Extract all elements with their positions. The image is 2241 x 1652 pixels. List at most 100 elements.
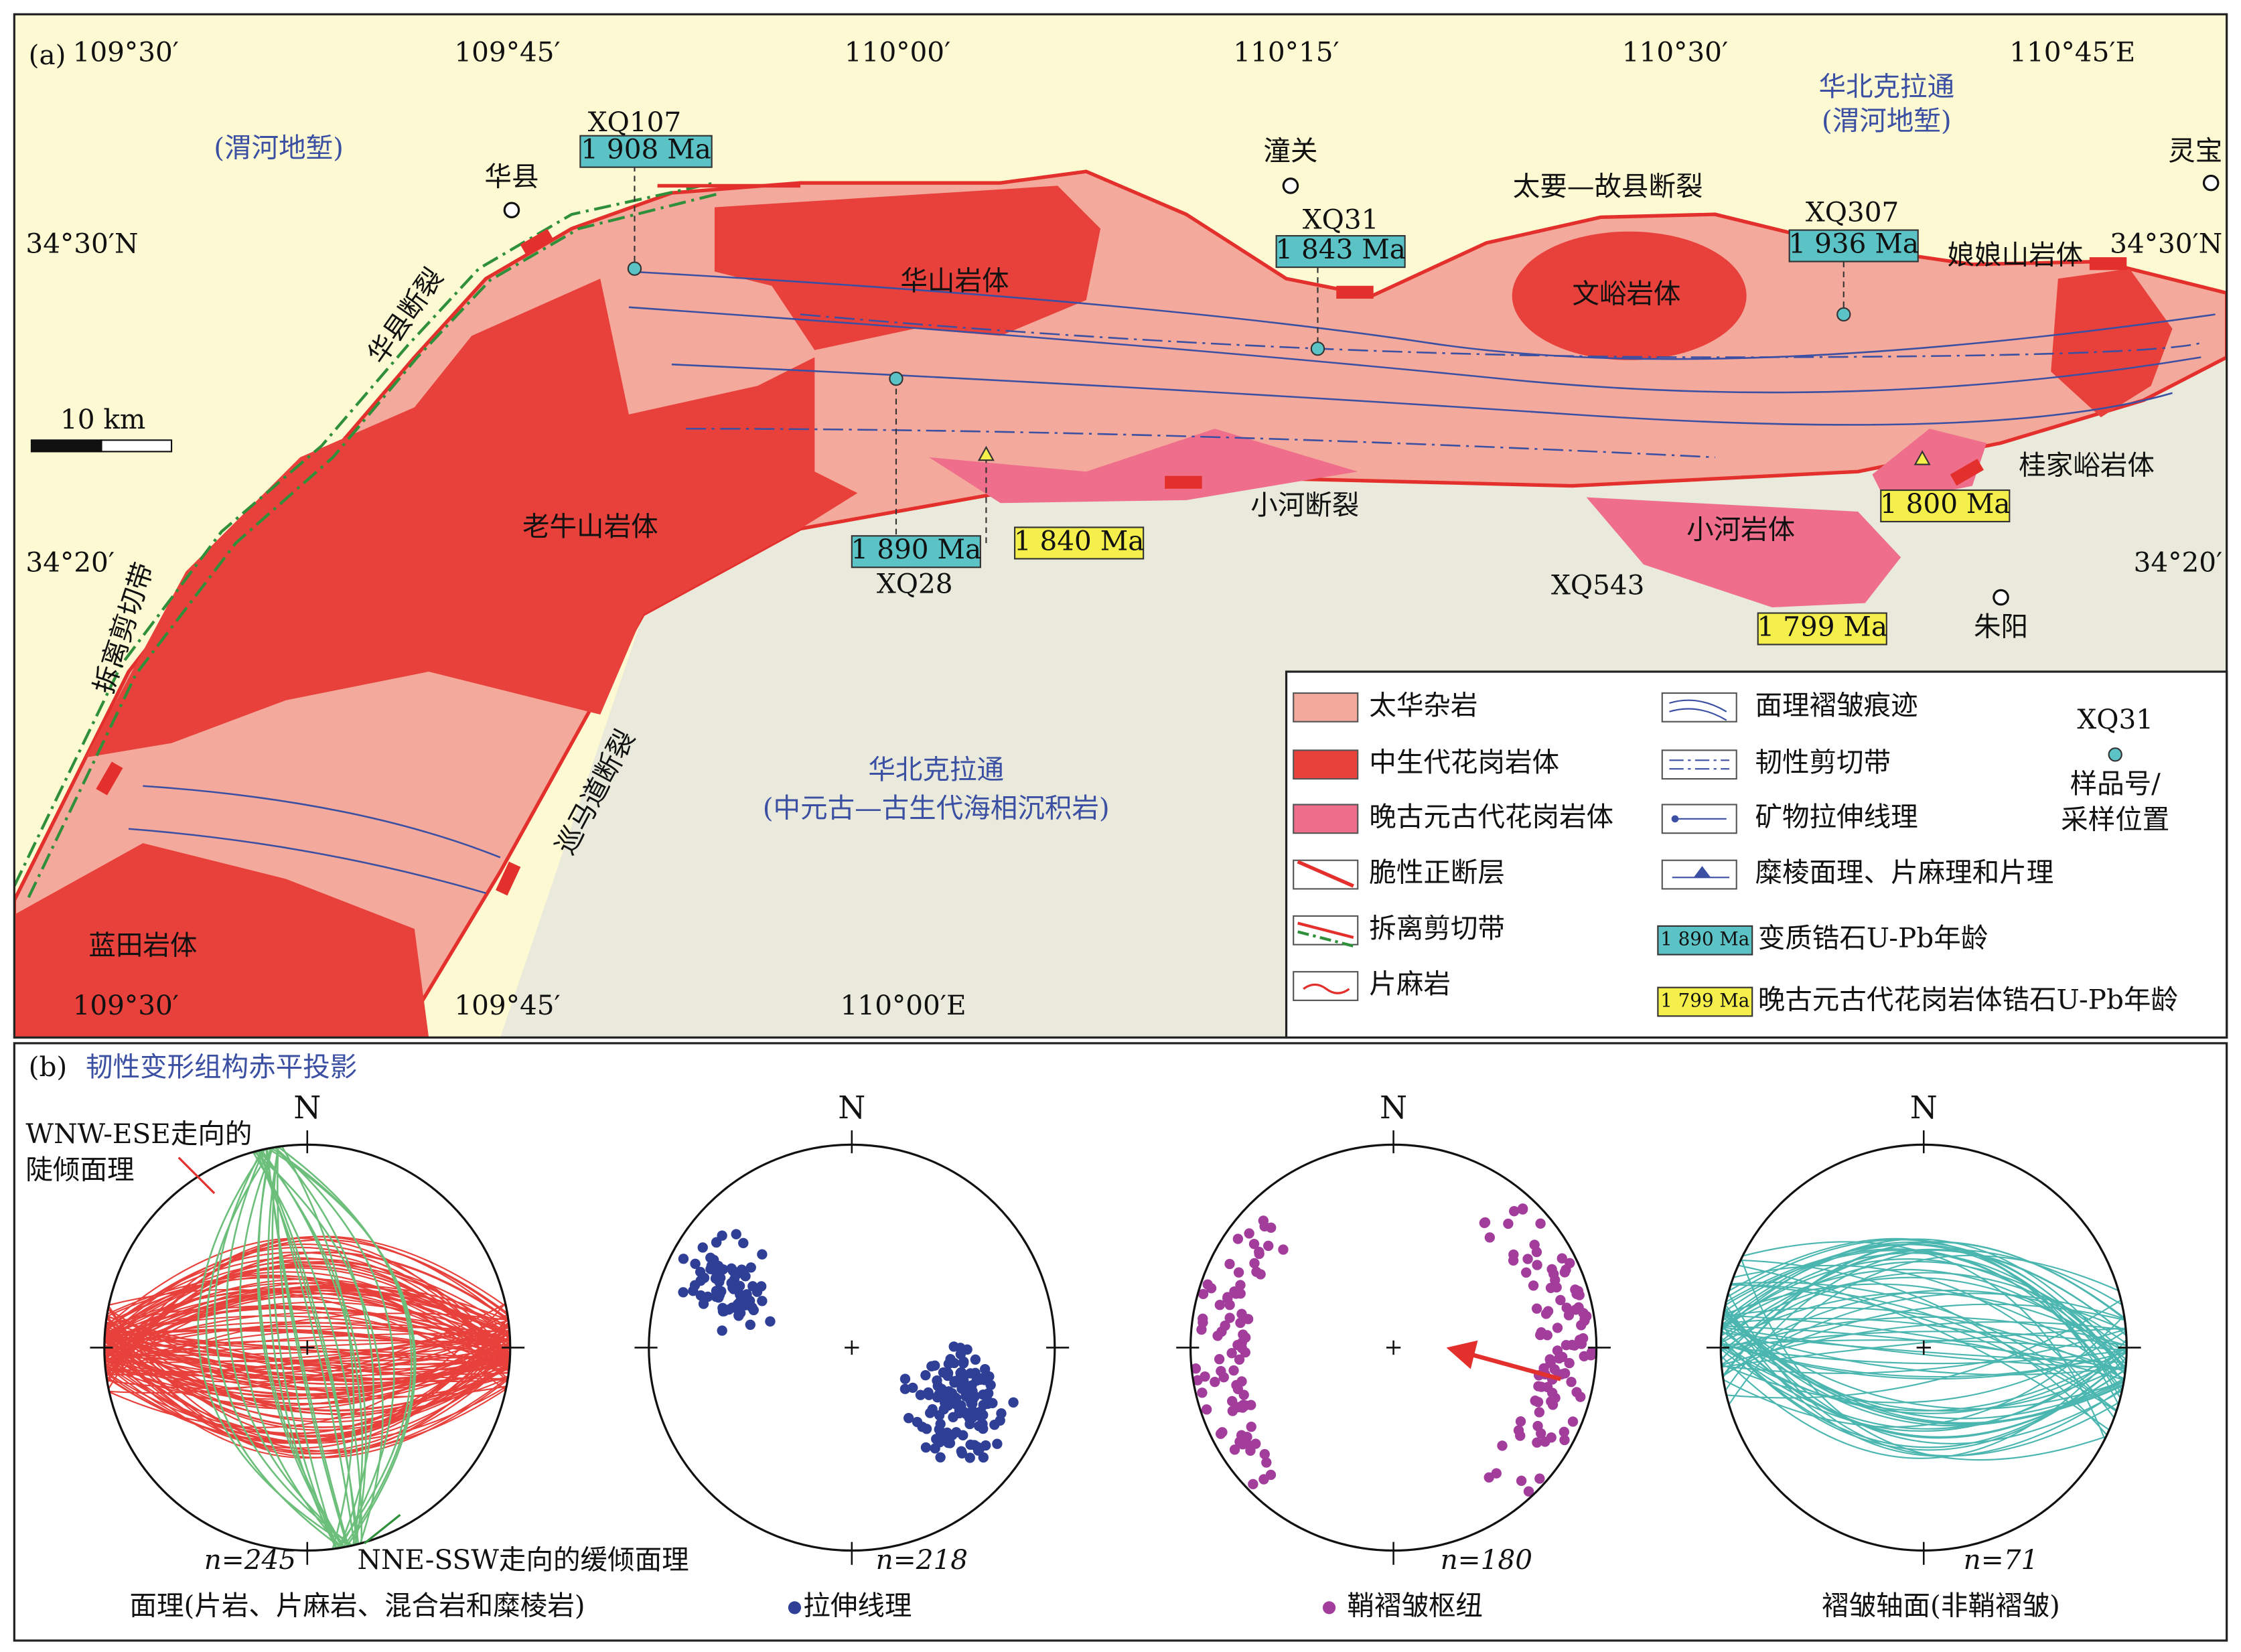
great-circle bbox=[1725, 1304, 2122, 1444]
great-circle bbox=[1721, 1268, 2126, 1368]
great-circle bbox=[1723, 1316, 2125, 1427]
town-label: 华县 bbox=[484, 160, 538, 192]
map-feature bbox=[1282, 177, 1299, 194]
map-feature bbox=[1297, 921, 1354, 940]
net-caption: 拉伸线理 bbox=[803, 1589, 912, 1621]
projected-point bbox=[737, 1268, 749, 1278]
projected-point bbox=[1545, 1357, 1556, 1369]
great-circle bbox=[105, 1325, 510, 1377]
projected-point bbox=[1536, 1327, 1546, 1338]
projected-point bbox=[1201, 1404, 1212, 1415]
projected-point bbox=[757, 1296, 768, 1306]
projected-point bbox=[1559, 1426, 1570, 1438]
north-label: N bbox=[293, 1090, 321, 1126]
great-circle bbox=[104, 1327, 510, 1423]
stereonets: Nn=245 面理(片岩、片麻岩、混合岩和糜棱岩) Nn=218 拉伸线理 Nn=180… bbox=[90, 1090, 2141, 1621]
legend-text: 拆离剪切带 bbox=[1369, 912, 1505, 944]
annotation: 陡倾面理 bbox=[25, 1153, 134, 1185]
vergence-arrowhead bbox=[1446, 1340, 1478, 1369]
annotation-leader bbox=[364, 1513, 401, 1545]
great-circle bbox=[1725, 1249, 2122, 1392]
legend-text: 样品号/ bbox=[2070, 767, 2161, 800]
great-circle bbox=[1723, 1313, 2124, 1410]
map-feature bbox=[1310, 342, 1325, 356]
projected-point bbox=[942, 1427, 952, 1438]
legend bbox=[1285, 670, 2228, 1039]
projected-point bbox=[1237, 1439, 1248, 1450]
projected-point bbox=[678, 1254, 689, 1264]
projected-point bbox=[711, 1237, 722, 1248]
great-circle bbox=[1721, 1337, 2127, 1448]
legend-box-text: 1 799 Ma bbox=[1660, 989, 1749, 1011]
projected-point bbox=[1246, 1422, 1256, 1432]
great-circle bbox=[109, 1303, 506, 1394]
sample-count: n=71 bbox=[1964, 1544, 2039, 1576]
great-circle bbox=[104, 1334, 510, 1455]
projected-point bbox=[1515, 1430, 1526, 1441]
projected-point bbox=[1566, 1376, 1577, 1387]
great-circle bbox=[1721, 1316, 2127, 1351]
great-circle bbox=[104, 1246, 510, 1364]
great-circle bbox=[104, 1327, 510, 1412]
great-circle bbox=[104, 1331, 510, 1434]
sample-leaders bbox=[634, 165, 1845, 543]
foliation-traces bbox=[128, 271, 2216, 895]
projected-point bbox=[717, 1325, 727, 1336]
great-circle bbox=[1722, 1241, 2126, 1375]
map-feature bbox=[800, 313, 2201, 358]
great-circle bbox=[281, 1146, 355, 1550]
projected-point bbox=[1522, 1254, 1533, 1264]
legend-text: 采样位置 bbox=[2061, 804, 2169, 836]
map-feature bbox=[686, 427, 1715, 459]
projected-point bbox=[1491, 1468, 1502, 1479]
projected-point bbox=[1202, 1279, 1213, 1290]
projected-point bbox=[1573, 1286, 1584, 1296]
net-content bbox=[1721, 1237, 2127, 1461]
projected-point bbox=[744, 1295, 755, 1306]
projected-point bbox=[1237, 1402, 1248, 1413]
town-label: 潼关 bbox=[1263, 135, 1317, 167]
projected-point bbox=[747, 1281, 758, 1292]
map-feature bbox=[2202, 174, 2220, 192]
sample-age: 1 843 Ma bbox=[1275, 233, 1406, 265]
great-circle bbox=[1721, 1343, 2127, 1430]
legend-swatches bbox=[1293, 692, 1737, 1001]
projected-point bbox=[1198, 1288, 1209, 1300]
projected-point bbox=[1217, 1427, 1228, 1438]
great-circle bbox=[106, 1312, 509, 1376]
projected-point bbox=[1542, 1306, 1554, 1317]
projected-point bbox=[1232, 1233, 1244, 1244]
map-feature bbox=[1293, 749, 1359, 780]
projected-point bbox=[1484, 1232, 1496, 1243]
projected-point bbox=[978, 1400, 989, 1410]
age-box bbox=[1657, 986, 1753, 1017]
map-feature bbox=[627, 261, 642, 276]
great-circle bbox=[1721, 1345, 2127, 1432]
fault-label: 小河断裂 bbox=[1250, 489, 1359, 521]
projected-point bbox=[1236, 1376, 1247, 1387]
great-circle bbox=[1724, 1306, 2123, 1457]
projected-point bbox=[938, 1367, 949, 1378]
legend-text: 太华杂岩 bbox=[1369, 689, 1477, 721]
vergence-arrow bbox=[1471, 1353, 1562, 1381]
great-circle bbox=[1721, 1328, 2126, 1374]
great-circle bbox=[105, 1326, 510, 1371]
lon-label: 110°45′E bbox=[2009, 36, 2135, 68]
projected-point bbox=[1254, 1248, 1264, 1260]
projected-point bbox=[690, 1258, 701, 1269]
projected-point bbox=[1509, 1206, 1520, 1217]
projected-point bbox=[1565, 1258, 1575, 1268]
projected-point bbox=[757, 1249, 768, 1260]
map-feature bbox=[1671, 815, 1679, 823]
sample-dot bbox=[2108, 747, 2122, 762]
great-circle bbox=[1731, 1283, 2117, 1412]
projected-point bbox=[1248, 1479, 1258, 1490]
projected-point bbox=[1555, 1294, 1566, 1306]
age-box bbox=[1757, 612, 1887, 646]
projected-point bbox=[1200, 1371, 1210, 1382]
legend-text: 变质锆石U-Pb年龄 bbox=[1758, 922, 1989, 954]
great-circle bbox=[109, 1288, 506, 1391]
map-feature bbox=[1993, 589, 2009, 606]
map-feature bbox=[496, 861, 521, 896]
projected-point bbox=[711, 1286, 722, 1296]
